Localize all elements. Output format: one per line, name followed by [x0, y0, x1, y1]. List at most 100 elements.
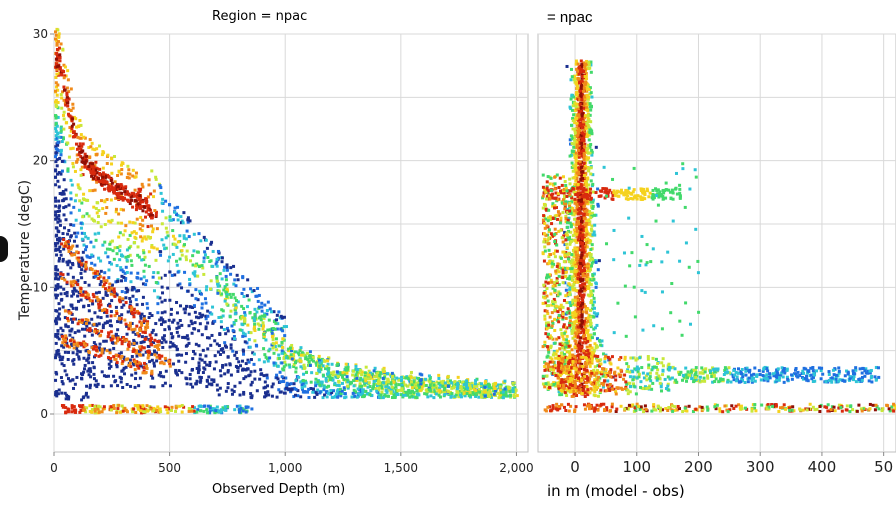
- point-depth: [155, 281, 158, 284]
- point-depth-bottom: [236, 405, 239, 408]
- point-depth-ridge: [101, 176, 104, 179]
- point-depth-ridge: [117, 192, 120, 195]
- point-depth: [410, 395, 413, 398]
- point-depth-bottom: [146, 404, 149, 407]
- point-depth-tail: [336, 370, 339, 373]
- point-depth: [77, 300, 80, 303]
- point-depth: [197, 316, 200, 319]
- point-depth: [76, 295, 79, 298]
- point-depth: [271, 385, 274, 388]
- point-depth: [343, 386, 346, 389]
- point-depth: [59, 327, 62, 330]
- point-depth: [93, 341, 96, 344]
- point-depth: [101, 207, 104, 210]
- point-diff: [575, 320, 578, 323]
- point-depth: [253, 308, 256, 311]
- point-depth: [217, 316, 220, 319]
- point-depth: [170, 219, 173, 222]
- point-depth-band: [157, 348, 160, 351]
- point-depth: [156, 227, 159, 230]
- point-depth: [79, 142, 82, 145]
- point-depth: [385, 391, 388, 394]
- point-depth-bottom: [242, 410, 245, 413]
- point-depth: [119, 245, 122, 248]
- point-depth: [201, 264, 204, 267]
- point-depth: [268, 356, 271, 359]
- point-depth: [130, 259, 133, 262]
- point-depth: [405, 377, 408, 380]
- point-depth: [177, 240, 180, 243]
- point-diff: [589, 344, 592, 347]
- point-depth-band: [161, 361, 164, 364]
- point-depth: [177, 325, 180, 328]
- point-depth: [268, 348, 271, 351]
- point-depth-bottom: [165, 408, 168, 411]
- point-depth: [140, 277, 143, 280]
- point-depth: [77, 125, 80, 128]
- point-depth-band: [110, 314, 113, 317]
- point-depth-tail: [493, 387, 496, 390]
- point-depth: [210, 313, 213, 316]
- point-depth: [60, 130, 63, 133]
- point-depth: [92, 245, 95, 248]
- point-depth-bottom: [188, 407, 191, 410]
- point-depth-bottom: [250, 407, 253, 410]
- point-depth-ridge: [123, 197, 126, 200]
- point-depth: [57, 40, 60, 43]
- point-depth: [80, 227, 83, 230]
- point-depth: [72, 387, 75, 390]
- point-depth: [288, 387, 291, 390]
- point-depth: [184, 336, 187, 339]
- point-depth-tail: [447, 390, 450, 393]
- point-depth-band: [113, 295, 116, 298]
- point-depth: [75, 235, 78, 238]
- point-depth-band: [97, 355, 100, 358]
- point-depth: [57, 302, 60, 305]
- point-depth: [79, 137, 82, 140]
- point-depth-band: [118, 317, 121, 320]
- point-depth-ridge: [150, 217, 153, 220]
- point-depth: [301, 383, 304, 386]
- point-depth: [128, 173, 131, 176]
- point-diff: [592, 304, 595, 307]
- y-tick-label-1: 10: [33, 280, 48, 294]
- point-depth: [126, 271, 129, 274]
- point-depth: [215, 360, 218, 363]
- point-depth-tail: [364, 379, 367, 382]
- point-depth-tail: [420, 373, 423, 376]
- point-depth: [96, 315, 99, 318]
- point-depth: [181, 336, 184, 339]
- point-depth: [368, 393, 371, 396]
- point-depth: [137, 245, 140, 248]
- point-depth: [173, 243, 176, 246]
- point-depth-tail: [381, 368, 384, 371]
- point-depth: [222, 351, 225, 354]
- point-depth-band: [80, 287, 83, 290]
- point-depth: [102, 340, 105, 343]
- point-depth: [140, 258, 143, 261]
- point-depth: [185, 352, 188, 355]
- point-depth: [154, 322, 157, 325]
- point-depth: [62, 306, 65, 309]
- point-depth: [221, 347, 224, 350]
- point-depth: [106, 154, 109, 157]
- point-depth: [310, 371, 313, 374]
- point-depth: [297, 376, 300, 379]
- point-depth: [262, 374, 265, 377]
- point-depth-band: [121, 355, 124, 358]
- point-depth-band: [85, 322, 88, 325]
- x-tick-label-0-3: 1,500: [384, 461, 418, 475]
- point-depth: [59, 224, 62, 227]
- point-depth: [55, 353, 58, 356]
- point-diff: [590, 132, 593, 135]
- point-depth-bottom: [80, 405, 83, 408]
- point-depth: [80, 174, 83, 177]
- point-depth: [55, 122, 58, 125]
- point-depth: [196, 250, 199, 253]
- point-depth: [136, 218, 139, 221]
- point-depth: [61, 140, 64, 143]
- point-depth-tail: [345, 372, 348, 375]
- point-depth: [212, 250, 215, 253]
- point-depth: [338, 384, 341, 387]
- point-depth-bottom: [134, 411, 137, 414]
